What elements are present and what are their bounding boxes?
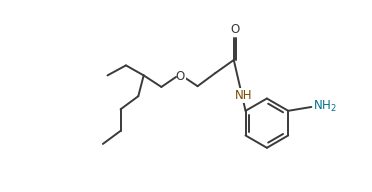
Text: O: O	[175, 70, 185, 84]
Text: O: O	[230, 23, 240, 36]
Text: NH$_2$: NH$_2$	[313, 99, 337, 114]
Text: NH: NH	[235, 89, 253, 102]
